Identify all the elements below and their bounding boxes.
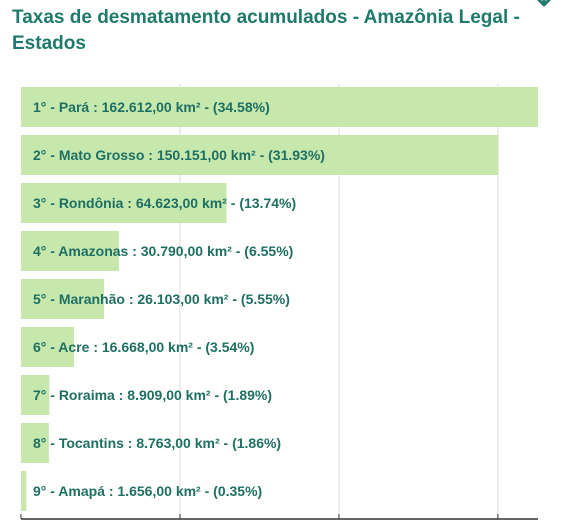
bar-label-2: 2° - Mato Grosso : 150.151,00 km² - (31.…	[33, 147, 325, 163]
bar-5[interactable]	[21, 279, 104, 319]
bar-1[interactable]	[21, 87, 538, 127]
bar-9[interactable]	[21, 471, 27, 511]
chart-title: Taxas de desmatamento acumulados - Amazô…	[12, 7, 520, 54]
bar-label-4: 4° - Amazonas : 30.790,00 km² - (6.55%)	[33, 243, 293, 259]
bar-2[interactable]	[21, 135, 499, 175]
bar-label-6: 6° - Acre : 16.668,00 km² - (3.54%)	[33, 339, 254, 355]
bar-label-9: 9° - Amapá : 1.656,00 km² - (0.35%)	[33, 483, 262, 499]
bars	[21, 87, 538, 511]
bar-label-3: 3° - Rondônia : 64.623,00 km² - (13.74%)	[33, 195, 296, 211]
bar-7[interactable]	[21, 375, 50, 415]
x-axis	[20, 514, 538, 520]
bar-label-7: 7° - Roraima : 8.909,00 km² - (1.89%)	[33, 387, 272, 403]
bar-8[interactable]	[21, 423, 49, 463]
download-icon[interactable]	[534, 0, 554, 10]
bar-3[interactable]	[21, 183, 227, 223]
bar-labels: 1° - Pará : 162.612,00 km² - (34.58%) 2° …	[33, 99, 325, 499]
bar-6[interactable]	[21, 327, 74, 367]
bar-label-5: 5° - Maranhão : 26.103,00 km² - (5.55%)	[33, 291, 290, 307]
bar-label-8: 8° - Tocantins : 8.763,00 km² - (1.86%)	[33, 435, 281, 451]
bar-4[interactable]	[21, 231, 119, 271]
bar-label-1: 1° - Pará : 162.612,00 km² - (34.58%)	[33, 99, 270, 115]
